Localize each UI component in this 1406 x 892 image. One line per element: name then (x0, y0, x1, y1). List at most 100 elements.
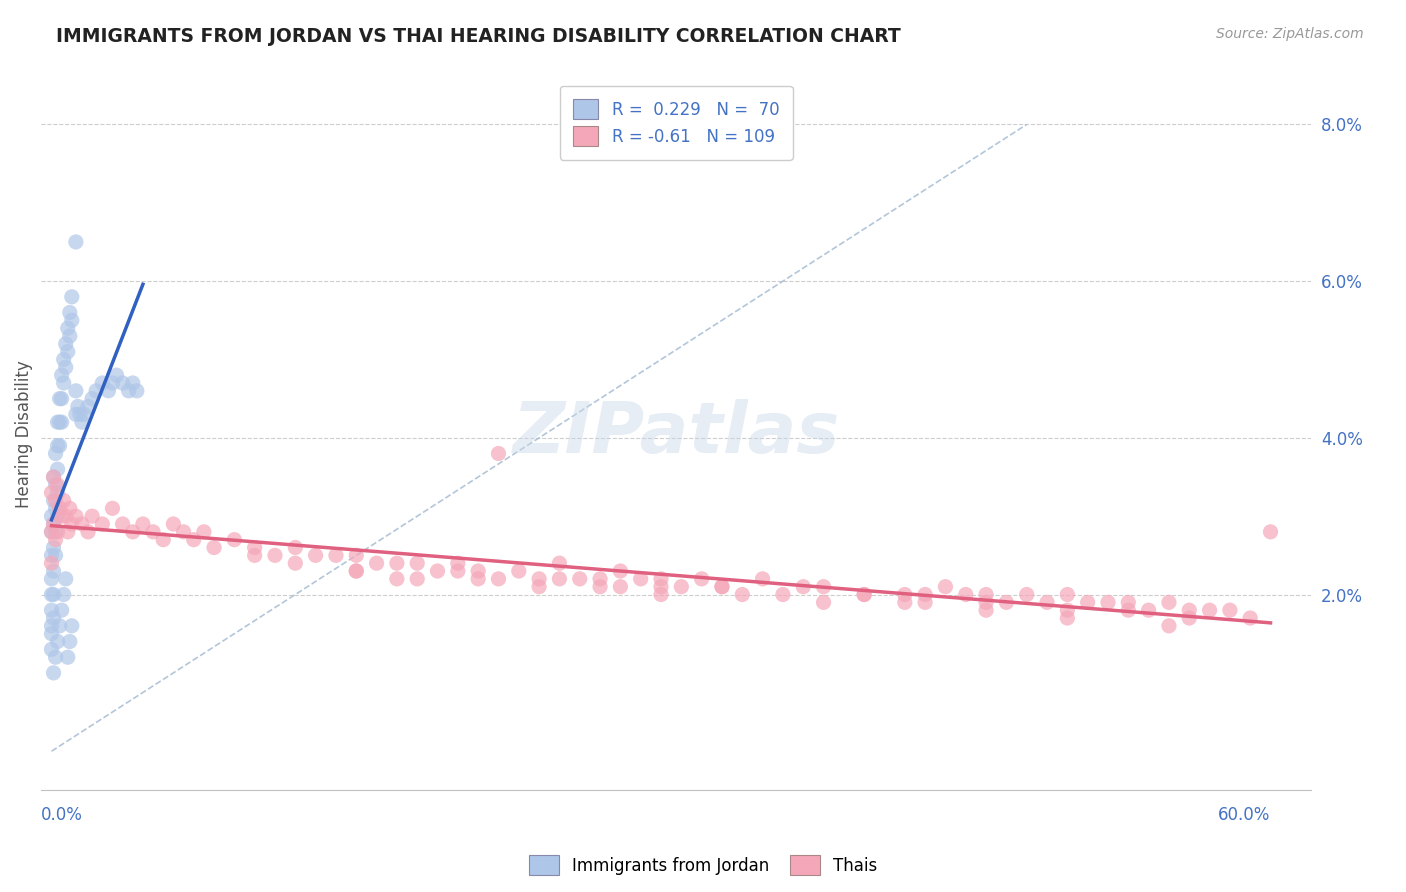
Point (121, 376, 143, 390)
Point (1157, 619, 1180, 633)
Point (1219, 603, 1241, 617)
Legend: Immigrants from Jordan, Thais: Immigrants from Jordan, Thais (520, 847, 886, 884)
Point (974, 588, 997, 602)
Legend: R =  0.229   N =  70, R = -0.61   N = 109: R = 0.229 N = 70, R = -0.61 N = 109 (560, 86, 793, 160)
Point (284, 541, 307, 555)
Point (974, 603, 997, 617)
Point (48, 619, 70, 633)
Point (66, 400, 89, 414)
Point (51, 415, 73, 429)
Point (1116, 595, 1139, 609)
Point (894, 588, 917, 602)
Point (609, 580, 631, 594)
Point (91, 376, 114, 390)
Point (45, 533, 67, 547)
Y-axis label: Hearing Disability: Hearing Disability (15, 360, 32, 508)
Point (56, 344, 79, 359)
Point (853, 588, 876, 602)
Point (42, 516, 65, 531)
Point (406, 572, 429, 586)
Point (488, 446, 510, 460)
Point (51, 603, 73, 617)
Point (792, 580, 814, 594)
Point (60, 313, 83, 327)
Point (101, 501, 124, 516)
Point (224, 533, 246, 547)
Point (59, 329, 82, 343)
Point (51, 392, 73, 406)
Point (111, 376, 134, 390)
Text: 60.0%: 60.0% (1218, 806, 1271, 824)
Point (125, 384, 148, 398)
Point (325, 549, 347, 563)
Point (82, 392, 104, 406)
Point (813, 580, 835, 594)
Point (1178, 603, 1201, 617)
Point (105, 368, 128, 383)
Point (548, 556, 571, 570)
Point (426, 564, 449, 578)
Point (41, 603, 63, 617)
Point (48, 415, 70, 429)
Point (568, 572, 591, 586)
Point (650, 588, 672, 602)
Point (48, 439, 70, 453)
Point (45, 501, 67, 516)
Point (914, 588, 936, 602)
Point (41, 556, 63, 570)
Point (73, 407, 96, 421)
Point (132, 516, 155, 531)
Point (46, 462, 69, 476)
Point (671, 580, 693, 594)
Point (56, 321, 79, 335)
Point (751, 572, 773, 586)
Point (77, 524, 100, 539)
Point (70, 516, 93, 531)
Point (42, 588, 65, 602)
Point (65, 384, 87, 398)
Point (1077, 595, 1099, 609)
Point (344, 564, 367, 578)
Point (46, 509, 69, 524)
Point (974, 595, 997, 609)
Point (65, 509, 87, 524)
Point (41, 619, 63, 633)
Point (508, 564, 530, 578)
Point (42, 541, 65, 555)
Point (142, 524, 165, 539)
Point (467, 564, 489, 578)
Point (173, 524, 195, 539)
Point (91, 516, 114, 531)
Point (97, 384, 120, 398)
Point (152, 533, 174, 547)
Point (84, 384, 107, 398)
Point (56, 650, 79, 665)
Point (41, 485, 63, 500)
Point (813, 595, 835, 609)
Point (41, 588, 63, 602)
Point (650, 572, 672, 586)
Point (527, 580, 550, 594)
Point (162, 516, 184, 531)
Point (41, 549, 63, 563)
Point (630, 572, 652, 586)
Point (202, 541, 225, 555)
Point (243, 549, 266, 563)
Text: ZIPatlas: ZIPatlas (513, 400, 839, 468)
Point (45, 493, 67, 508)
Point (264, 549, 287, 563)
Text: IMMIGRANTS FROM JORDAN VS THAI HEARING DISABILITY CORRELATION CHART: IMMIGRANTS FROM JORDAN VS THAI HEARING D… (56, 27, 901, 45)
Point (55, 360, 77, 375)
Text: Source: ZipAtlas.com: Source: ZipAtlas.com (1216, 27, 1364, 41)
Point (46, 485, 69, 500)
Point (527, 572, 550, 586)
Point (548, 572, 571, 586)
Point (59, 501, 82, 516)
Point (60, 619, 83, 633)
Point (59, 634, 82, 648)
Point (52, 376, 75, 390)
Point (1260, 524, 1282, 539)
Point (853, 588, 876, 602)
Point (914, 595, 936, 609)
Point (59, 305, 82, 319)
